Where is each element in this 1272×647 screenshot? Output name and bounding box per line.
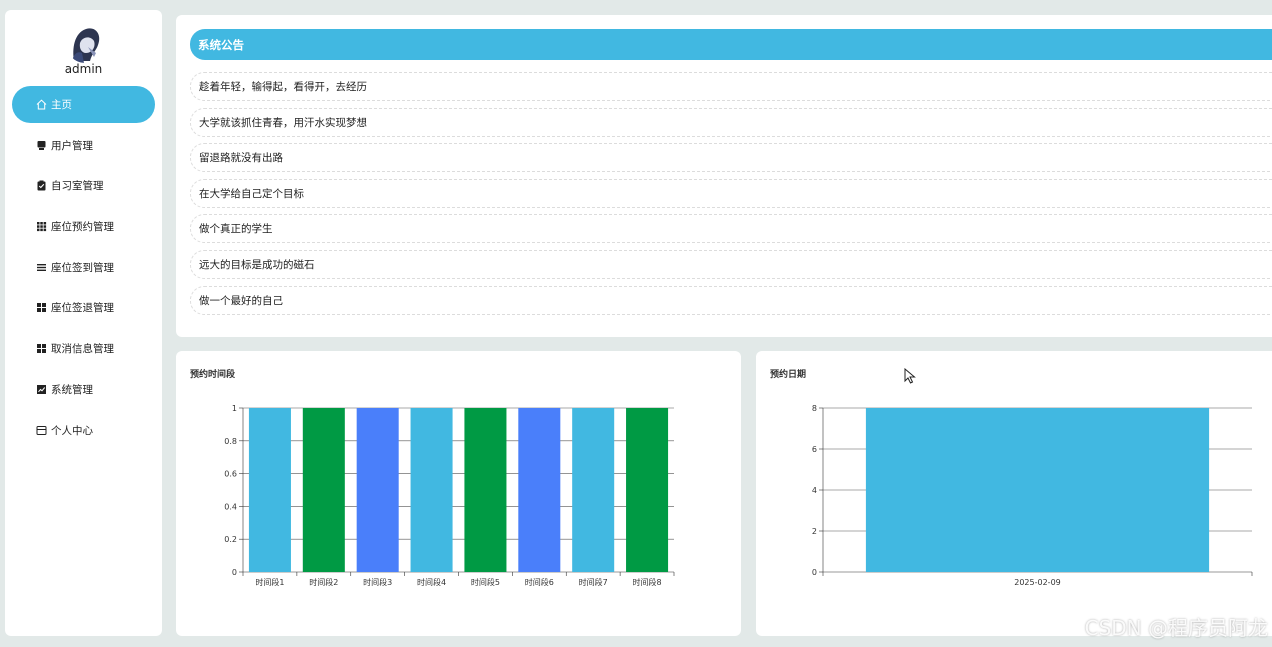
bar bbox=[518, 408, 561, 572]
y-tick-label: 0 bbox=[812, 568, 817, 577]
date-bar-chart: 0 2 4 6 8 2025-02-09 bbox=[812, 404, 1253, 587]
y-tick-label: 0.8 bbox=[224, 437, 237, 446]
sidebar: admin 主页 用户管理 自习室管理 bbox=[5, 10, 162, 636]
y-tick-label: 4 bbox=[812, 486, 817, 495]
bar bbox=[410, 408, 453, 572]
y-tick-label: 0.6 bbox=[224, 470, 237, 479]
bar bbox=[356, 408, 399, 572]
x-tick-label: 时间段2 bbox=[309, 577, 338, 587]
x-tick-label: 时间段7 bbox=[579, 577, 608, 587]
time-slot-chart-panel: 预约时间段 0 0.2 0.4 0.6 0.8 1 时间段1 时间段2 时间段3 时间段4 时间段5… bbox=[176, 351, 741, 636]
y-tick-label: 0 bbox=[232, 568, 237, 577]
bar bbox=[302, 408, 345, 572]
chart-title: 预约时间段 bbox=[190, 370, 236, 380]
sidebar-item-label: 个人中心 bbox=[51, 424, 93, 437]
avatar[interactable] bbox=[66, 23, 104, 63]
sidebar-item-label: 座位预约管理 bbox=[51, 221, 114, 234]
notice-item[interactable]: 留退路就没有出路 bbox=[190, 143, 1272, 173]
clipboard-check-icon bbox=[36, 180, 47, 191]
notice-item[interactable]: 远大的目标是成功的磁石 bbox=[190, 249, 1272, 279]
sidebar-item-users[interactable]: 用户管理 bbox=[12, 127, 155, 164]
profile-card-icon bbox=[36, 425, 47, 436]
apps-icon bbox=[36, 302, 47, 313]
sidebar-item-seat-reservation[interactable]: 座位预约管理 bbox=[12, 208, 155, 245]
x-tick-label: 2025-02-09 bbox=[1014, 578, 1061, 587]
username: admin bbox=[64, 62, 103, 76]
notice-item[interactable]: 大学就该抓住青春，用汗水实现梦想 bbox=[190, 107, 1272, 137]
notice-item[interactable]: 做个真正的学生 bbox=[190, 214, 1272, 244]
y-tick-label: 2 bbox=[812, 527, 817, 536]
sidebar-item-study-rooms[interactable]: 自习室管理 bbox=[12, 167, 155, 204]
sidebar-item-label: 取消信息管理 bbox=[51, 343, 114, 356]
chart-icon bbox=[36, 384, 47, 395]
grid-icon bbox=[36, 221, 47, 232]
bar bbox=[572, 408, 615, 572]
sidebar-item-system[interactable]: 系统管理 bbox=[12, 371, 155, 408]
time-slot-bar-chart: 0 0.2 0.4 0.6 0.8 1 时间段1 时间段2 时间段3 时间段4 时间段5 时间段6 时间… bbox=[224, 404, 675, 587]
sidebar-item-label: 座位签退管理 bbox=[51, 302, 114, 315]
watermark: CSDN @程序员阿龙 bbox=[1084, 616, 1268, 640]
sidebar-item-label: 自习室管理 bbox=[51, 180, 104, 193]
y-tick-label: 0.2 bbox=[224, 535, 237, 544]
sidebar-item-seat-checkin[interactable]: 座位签到管理 bbox=[12, 249, 155, 286]
sidebar-item-label: 系统管理 bbox=[51, 383, 93, 396]
x-tick-label: 时间段6 bbox=[525, 577, 554, 587]
x-tick-label: 时间段3 bbox=[363, 577, 392, 587]
x-tick-label: 时间段5 bbox=[471, 577, 500, 587]
sidebar-menu: 主页 用户管理 自习室管理 座位预约管理 bbox=[12, 86, 155, 452]
sidebar-item-seat-checkout[interactable]: 座位签退管理 bbox=[12, 289, 155, 326]
y-tick-label: 1 bbox=[232, 404, 237, 413]
sidebar-item-label: 用户管理 bbox=[51, 139, 93, 152]
chart-title: 预约日期 bbox=[770, 370, 807, 380]
sidebar-item-profile[interactable]: 个人中心 bbox=[12, 412, 155, 449]
notice-list: 趁着年轻，输得起，看得开，去经历 大学就该抓住青春，用汗水实现梦想 留退路就没有… bbox=[190, 72, 1272, 321]
x-tick-label: 时间段1 bbox=[255, 577, 284, 587]
bar bbox=[865, 408, 1210, 572]
list-icon bbox=[36, 262, 47, 273]
mouse-cursor-icon bbox=[904, 367, 916, 388]
notice-item[interactable]: 做一个最好的自己 bbox=[190, 285, 1272, 315]
notice-item[interactable]: 在大学给自己定个目标 bbox=[190, 178, 1272, 208]
notice-title: 系统公告 bbox=[190, 29, 1272, 60]
avatar-image bbox=[66, 23, 104, 63]
sidebar-item-label: 座位签到管理 bbox=[51, 261, 114, 274]
bar bbox=[626, 408, 669, 572]
x-tick-label: 时间段4 bbox=[417, 577, 446, 587]
notice-panel: 系统公告 趁着年轻，输得起，看得开，去经历 大学就该抓住青春，用汗水实现梦想 留… bbox=[176, 15, 1272, 337]
apps-icon bbox=[36, 343, 47, 354]
sidebar-item-home[interactable]: 主页 bbox=[12, 86, 155, 123]
sidebar-item-cancellations[interactable]: 取消信息管理 bbox=[12, 330, 155, 367]
bar bbox=[464, 408, 507, 572]
y-tick-label: 8 bbox=[812, 404, 817, 413]
y-tick-label: 6 bbox=[812, 445, 817, 454]
user-card-icon bbox=[36, 140, 47, 151]
bar bbox=[248, 408, 291, 572]
home-icon bbox=[36, 99, 47, 110]
sidebar-item-label: 主页 bbox=[51, 99, 72, 111]
date-chart-panel: 预约日期 0 2 4 6 8 2025-02-09 bbox=[756, 351, 1272, 636]
y-tick-label: 0.4 bbox=[224, 502, 237, 511]
x-tick-label: 时间段8 bbox=[633, 577, 662, 587]
notice-item[interactable]: 趁着年轻，输得起，看得开，去经历 bbox=[190, 72, 1272, 101]
